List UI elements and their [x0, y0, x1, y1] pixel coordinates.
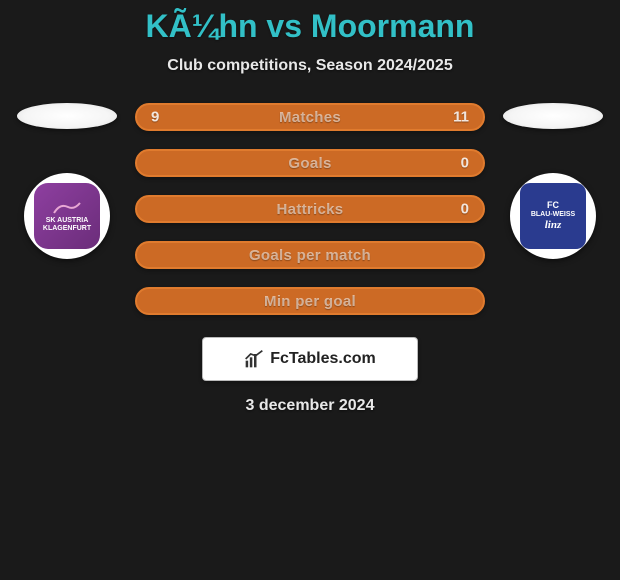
- stat-row-min-per-goal: Min per goal: [135, 287, 485, 315]
- stat-left-value: 9: [151, 109, 159, 126]
- footer: FcTables.com 3 december 2024: [0, 337, 620, 415]
- right-badge-line1: FC: [547, 201, 559, 211]
- stat-row-matches: 9 Matches 11: [135, 103, 485, 131]
- root: KÃ¼hn vs Moormann Club competitions, Sea…: [0, 0, 620, 415]
- subtitle: Club competitions, Season 2024/2025: [0, 57, 620, 75]
- right-column: FC BLAU-WEISS linz: [503, 103, 603, 259]
- left-badge-inner: SK AUSTRIA KLAGENFURT: [34, 183, 100, 249]
- left-badge-line1: SK AUSTRIA: [46, 217, 89, 225]
- left-column: SK AUSTRIA KLAGENFURT: [17, 103, 117, 259]
- brand-box[interactable]: FcTables.com: [202, 337, 418, 381]
- stat-right-value: 0: [461, 201, 469, 218]
- main-row: SK AUSTRIA KLAGENFURT 9 Matches 11 Goals…: [0, 103, 620, 315]
- stat-label: Hattricks: [277, 201, 344, 218]
- stat-label: Goals per match: [249, 247, 371, 264]
- left-team-badge: SK AUSTRIA KLAGENFURT: [24, 173, 110, 259]
- brand-text: FcTables.com: [270, 350, 376, 368]
- right-badge-inner: FC BLAU-WEISS linz: [520, 183, 586, 249]
- left-badge-graphic: [52, 199, 82, 217]
- stat-row-hattricks: Hattricks 0: [135, 195, 485, 223]
- date-text: 3 december 2024: [246, 397, 375, 415]
- stat-right-value: 0: [461, 155, 469, 172]
- right-badge-line2: BLAU-WEISS: [531, 211, 575, 219]
- stat-label: Min per goal: [264, 293, 356, 310]
- stat-right-value: 11: [453, 109, 469, 126]
- stat-row-goals: Goals 0: [135, 149, 485, 177]
- right-player-slot: [503, 103, 603, 129]
- stat-row-goals-per-match: Goals per match: [135, 241, 485, 269]
- page-title: KÃ¼hn vs Moormann: [0, 8, 620, 45]
- stat-label: Matches: [279, 109, 341, 126]
- stats-column: 9 Matches 11 Goals 0 Hattricks 0 Goals p…: [135, 103, 485, 315]
- chart-icon: [244, 349, 264, 369]
- right-badge-line3: linz: [545, 219, 562, 231]
- left-badge-line2: KLAGENFURT: [43, 225, 91, 233]
- stat-label: Goals: [288, 155, 331, 172]
- right-team-badge: FC BLAU-WEISS linz: [510, 173, 596, 259]
- left-player-slot: [17, 103, 117, 129]
